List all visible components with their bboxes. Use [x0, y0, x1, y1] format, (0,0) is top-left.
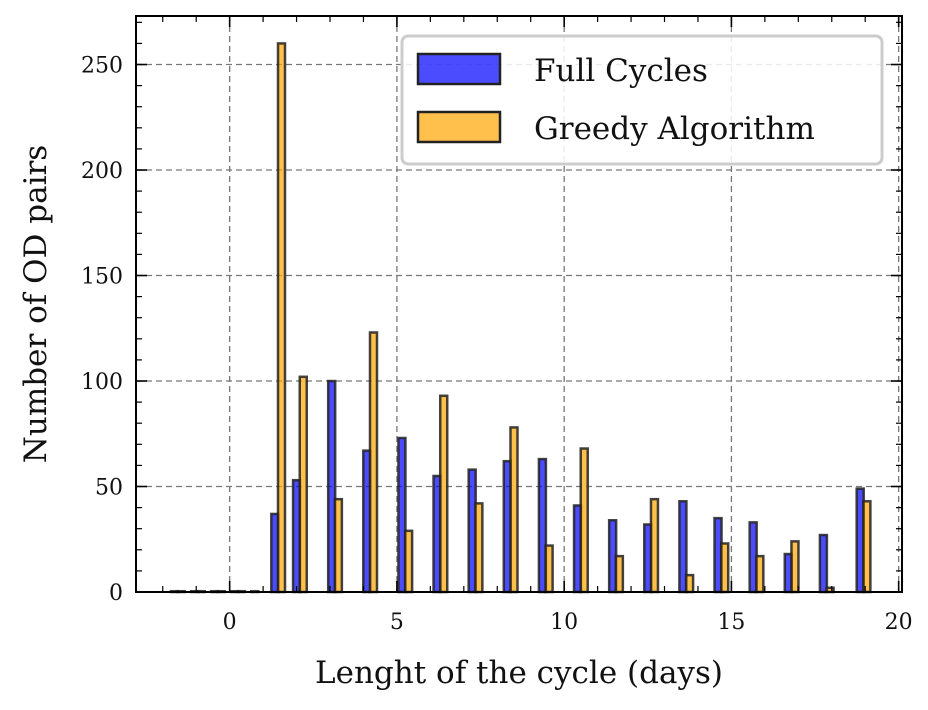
- x-axis-label: Lenght of the cycle (days): [315, 655, 723, 691]
- bar-greedy-algorithm: [862, 500, 872, 594]
- bar-greedy-algorithm: [649, 497, 660, 594]
- bar-greedy-algorithm: [368, 331, 379, 594]
- bar-greedy-algorithm: [755, 554, 765, 594]
- y-tick-label: 250: [81, 54, 123, 79]
- bar-greedy-algorithm: [790, 540, 800, 594]
- bar-greedy-algorithm: [719, 542, 730, 594]
- bar-greedy-algorithm: [544, 544, 554, 594]
- y-tick-label: 150: [81, 265, 123, 290]
- legend-label-greedy-algorithm: Greedy Algorithm: [534, 111, 815, 147]
- plot-frame: [135, 15, 903, 593]
- x-tick-label: 5: [390, 610, 404, 635]
- legend: Full Cycles Greedy Algorithm: [400, 34, 884, 166]
- bar-greedy-algorithm: [403, 529, 414, 594]
- bar-greedy-algorithm: [333, 497, 344, 594]
- y-tick-label: 50: [95, 476, 123, 501]
- y-tick-label: 0: [109, 581, 123, 606]
- y-tick-label: 200: [81, 159, 123, 184]
- bar-greedy-algorithm: [438, 394, 449, 594]
- legend-box: [400, 34, 884, 166]
- x-tick-label: 0: [223, 610, 237, 635]
- x-tick-label: 20: [885, 610, 913, 635]
- bar-greedy-algorithm: [579, 447, 589, 594]
- bar-full-cycles: [818, 533, 829, 594]
- bar-greedy-algorithm: [509, 426, 519, 594]
- y-tick-label: 100: [81, 370, 123, 395]
- y-axis-label: Number of OD pairs: [18, 145, 54, 463]
- legend-swatch-greedy-algorithm: [416, 110, 502, 144]
- x-tick-label: 10: [550, 610, 578, 635]
- bar-greedy-algorithm: [298, 375, 308, 594]
- x-tick-label: 15: [717, 610, 745, 635]
- bar-greedy-algorithm: [614, 554, 625, 594]
- bar-greedy-algorithm: [276, 42, 287, 594]
- legend-swatch-full-cycles: [416, 52, 502, 86]
- bar-greedy-algorithm: [474, 502, 484, 594]
- bar-greedy-algorithm: [684, 573, 695, 594]
- legend-label-full-cycles: Full Cycles: [534, 53, 708, 89]
